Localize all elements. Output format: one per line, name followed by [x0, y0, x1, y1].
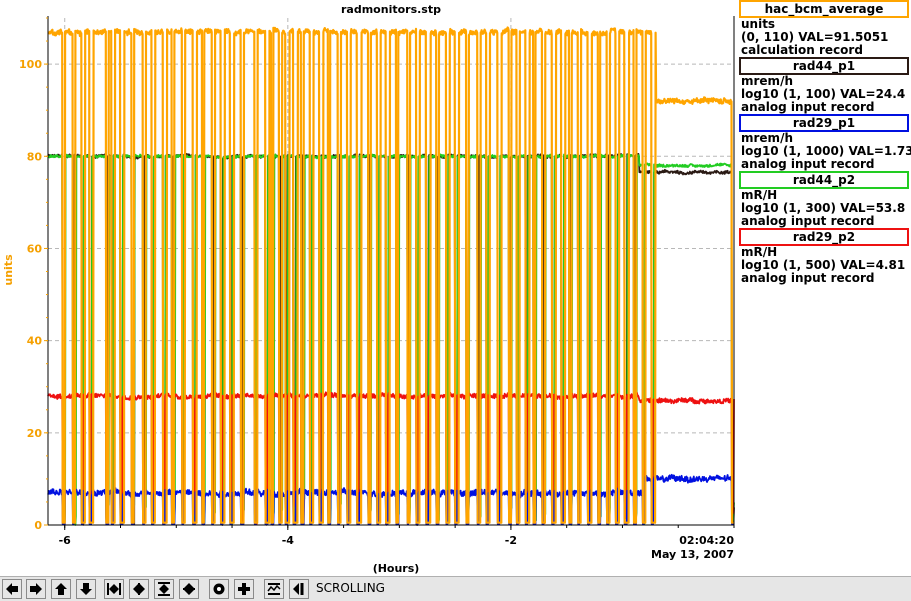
arrow-down-icon[interactable] — [76, 579, 96, 599]
shrink-horizontal-icon[interactable] — [104, 579, 124, 599]
legend-name-box[interactable]: rad29_p2 — [739, 228, 909, 246]
y-tick-label: 100 — [19, 58, 42, 71]
arrow-up-icon[interactable] — [51, 579, 71, 599]
status-text: SCROLLING — [316, 581, 385, 595]
legend-record: analog input record — [741, 157, 875, 171]
legend-name: rad44_p1 — [792, 59, 856, 73]
record-icon[interactable] — [209, 579, 229, 599]
legend-name: rad29_p2 — [792, 230, 856, 244]
legend-name-box[interactable]: rad29_p1 — [739, 114, 909, 132]
expand-vertical-icon[interactable] — [179, 579, 199, 599]
autoscale-icon[interactable] — [264, 579, 284, 599]
x-tick-label: -2 — [505, 534, 517, 547]
legend-record: calculation record — [741, 43, 863, 57]
arrow-left-icon[interactable] — [2, 579, 22, 599]
x-axis-label: (Hours) — [373, 562, 420, 575]
legend-name: hac_bcm_average — [764, 2, 884, 16]
go-back-icon[interactable] — [289, 579, 309, 599]
arrow-right-icon[interactable] — [26, 579, 46, 599]
legend-record: analog input record — [741, 100, 875, 114]
y-tick-label: 80 — [27, 150, 43, 163]
legend-range: log10 (1, 300) VAL=53.8 — [741, 201, 906, 215]
y-tick-label: 60 — [27, 242, 43, 255]
legend-range: log10 (1, 1000) VAL=1.73 — [741, 144, 911, 158]
y-tick-label: 40 — [27, 335, 43, 348]
toolbar: SCROLLING — [0, 576, 911, 601]
chart-title: radmonitors.stp — [341, 3, 441, 16]
add-icon[interactable] — [234, 579, 254, 599]
shrink-vertical-icon[interactable] — [154, 579, 174, 599]
legend-units: mR/H — [741, 188, 778, 202]
y-axis-label: units — [2, 254, 15, 286]
x-tick-label: -4 — [282, 534, 295, 547]
legend-panel: hac_bcm_average units (0, 110) VAL=91.50… — [737, 0, 911, 290]
legend-units: mR/H — [741, 245, 778, 259]
legend-name-box[interactable]: rad44_p2 — [739, 171, 909, 189]
legend-units: mrem/h — [741, 74, 793, 88]
end-time-label: 02:04:20 — [679, 534, 734, 547]
y-tick-label: 20 — [27, 427, 43, 440]
legend-record: analog input record — [741, 214, 875, 228]
legend-range: log10 (1, 100) VAL=24.4 — [741, 87, 906, 101]
legend-name: rad44_p2 — [792, 173, 856, 187]
x-tick-label: -6 — [59, 534, 72, 547]
legend-units: units — [741, 17, 776, 31]
legend-name-box[interactable]: rad44_p1 — [739, 57, 909, 75]
legend-record: analog input record — [741, 271, 875, 285]
legend-name-box[interactable]: hac_bcm_average — [739, 0, 909, 18]
expand-horizontal-icon[interactable] — [129, 579, 149, 599]
series-line-hac-bcm-average — [47, 26, 735, 524]
legend-units: mrem/h — [741, 131, 793, 145]
legend-range: (0, 110) VAL=91.5051 — [741, 30, 889, 44]
y-tick-label: 0 — [34, 519, 42, 532]
end-date-label: May 13, 2007 — [651, 548, 734, 561]
legend-name: rad29_p1 — [792, 116, 856, 130]
legend-range: log10 (1, 500) VAL=4.81 — [741, 258, 906, 272]
